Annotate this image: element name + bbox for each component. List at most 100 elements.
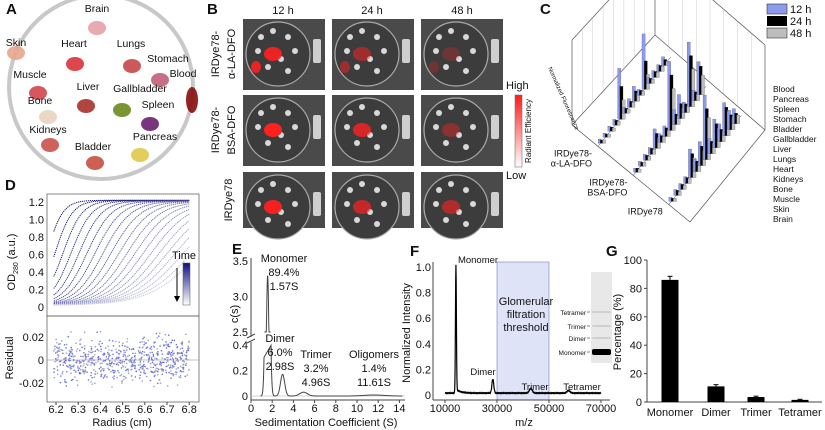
- e-peak-s-value: 1.57S: [270, 281, 299, 293]
- column-header-24h: 24 h: [361, 5, 382, 17]
- panel-f-label: F: [410, 243, 419, 260]
- d-residual-point: [175, 343, 178, 346]
- d-residual-point: [118, 371, 120, 374]
- d-residual-point: [160, 364, 163, 367]
- gel-band: [592, 325, 611, 327]
- d-residual-point: [179, 348, 182, 350]
- gel-band: [592, 349, 611, 355]
- f-x-tick-label: 30000: [482, 403, 513, 415]
- d-scan-curve: [53, 200, 190, 296]
- d-residual-point: [132, 352, 134, 355]
- d-residual-point: [181, 342, 183, 345]
- d-residual-point: [102, 377, 105, 379]
- d-residual-point: [70, 372, 72, 375]
- d-residual-point: [154, 374, 156, 376]
- organ-spot: [381, 124, 387, 130]
- organ-spot: [255, 201, 261, 207]
- d-residual-point: [85, 363, 88, 366]
- d-residual-point: [68, 350, 71, 352]
- organ-spot: [292, 124, 298, 130]
- d-residual-point: [61, 372, 64, 375]
- liver-signal: [353, 200, 371, 214]
- d-residual-point: [117, 369, 119, 372]
- d-residual-point: [103, 353, 106, 355]
- d-residual-point: [111, 357, 114, 360]
- bar-48h-skin: [642, 162, 647, 167]
- d-y-tick-label: 0.02: [23, 332, 44, 344]
- e-x-tick-label: 12: [372, 403, 384, 415]
- d-residual-point: [134, 361, 136, 364]
- d-residual-point: [143, 372, 146, 375]
- blood-tube: [491, 192, 499, 216]
- d-residual-point: [188, 340, 190, 343]
- organ-spot: [292, 48, 298, 54]
- e-x-tick-label: 8: [333, 403, 339, 415]
- liver-signal: [353, 47, 371, 61]
- d-residual-point: [72, 358, 75, 361]
- d-residual-point: [139, 374, 141, 376]
- e-curve-break-gap: [262, 334, 272, 342]
- organ-liver-icon: [77, 99, 95, 113]
- fluorescence-images: [243, 19, 503, 240]
- d-residual-point: [60, 340, 63, 342]
- d-residual-point: [133, 359, 136, 361]
- e-axis-break-mark: [246, 333, 256, 339]
- organ-spot: [359, 104, 365, 110]
- d-residual-point: [56, 351, 59, 353]
- d-scan-curve: [53, 213, 190, 306]
- organ-spot: [456, 56, 462, 62]
- d-residual-point: [87, 353, 90, 356]
- d-residual-point: [162, 369, 165, 371]
- d-residual-point: [88, 350, 90, 353]
- d-residual-point: [57, 347, 59, 350]
- d-residual-point: [68, 353, 71, 355]
- d-residual-point: [134, 367, 137, 370]
- d-residual-point: [91, 351, 93, 354]
- d-residual-point: [97, 350, 100, 352]
- d-residual-point: [155, 332, 158, 335]
- d-residual-point: [93, 354, 96, 356]
- d-residual-point: [104, 347, 107, 349]
- d-residual-point: [147, 339, 150, 341]
- d-x-tick-label: 6.3: [71, 404, 86, 416]
- g-y-tick-label: 60: [630, 312, 642, 324]
- d-residual-point: [91, 356, 93, 359]
- e-y-tick-label: 2.5: [233, 327, 248, 339]
- row-label-line2: α-LA-DFO: [226, 28, 238, 79]
- organ-spot: [448, 28, 454, 34]
- d-residual-point: [90, 349, 92, 351]
- d-residual-point: [179, 352, 181, 355]
- d-residual-point: [62, 370, 64, 373]
- bar-48h-brain: [637, 168, 642, 173]
- organ-spot: [265, 140, 271, 146]
- d-residual-point: [151, 359, 153, 361]
- d-residual-point: [72, 365, 74, 367]
- e-y-tick-label: 0: [242, 391, 248, 403]
- blood-tube: [491, 39, 499, 63]
- d-residual-point: [92, 355, 94, 358]
- d-residual-point: [139, 341, 141, 344]
- d-residual-point: [140, 371, 142, 373]
- d-residual-point: [184, 357, 187, 360]
- organ-spot: [433, 124, 439, 130]
- d-residual-point: [157, 335, 160, 337]
- panel-e-label: E: [232, 241, 242, 258]
- organ-label: Bone: [28, 95, 53, 107]
- d-residual-point: [172, 366, 175, 368]
- d-residual-point: [163, 358, 166, 360]
- d-residual-point: [82, 365, 84, 367]
- d-residual-point: [94, 370, 97, 373]
- d-residual-point: [90, 339, 93, 342]
- d-residual-point: [111, 365, 113, 368]
- panel-b-label: B: [207, 1, 218, 18]
- x-category-label: α-LA-DFO: [551, 158, 592, 168]
- d-residual-point: [56, 346, 58, 349]
- d-residual-point: [152, 345, 155, 347]
- d-residual-point: [129, 360, 132, 363]
- d-residual-point: [181, 347, 184, 349]
- d-residual-point: [53, 367, 56, 370]
- d-residual-point: [99, 340, 101, 343]
- organ-spot: [292, 201, 298, 207]
- d-residual-point: [82, 355, 84, 358]
- organ-spot: [258, 187, 264, 193]
